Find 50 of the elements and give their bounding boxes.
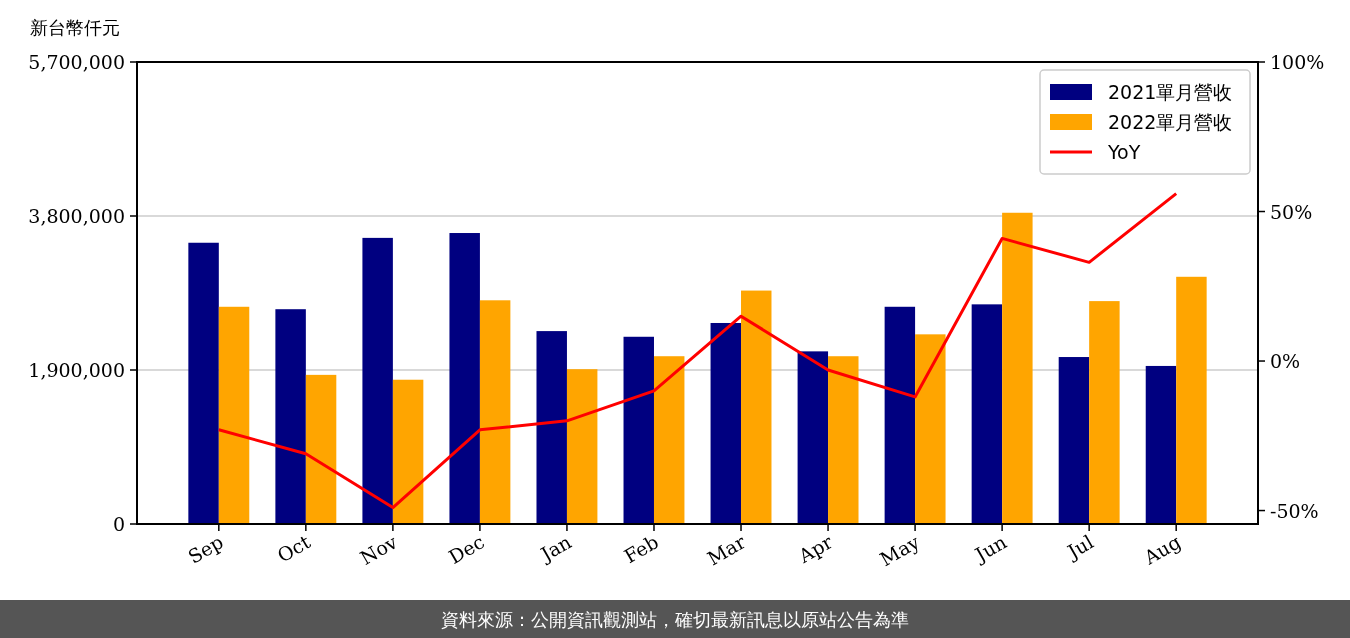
bar: [1058, 357, 1090, 524]
y2-tick-label: 50%: [1270, 200, 1313, 223]
source-note: 資料來源：公開資訊觀測站，確切最新訊息以原站公告為準: [441, 609, 909, 630]
legend-label: YoY: [1107, 141, 1141, 163]
bar: [449, 233, 480, 524]
x-tick-label: Jun: [969, 530, 1011, 567]
y-tick-label: 3,800,000: [28, 205, 125, 227]
bar: [218, 306, 250, 524]
y2-tick-label: -50%: [1270, 499, 1319, 522]
bar: [1089, 301, 1120, 524]
bar: [305, 374, 337, 524]
bar: [188, 242, 219, 524]
bar: [741, 290, 772, 524]
y-tick-label: 1,900,000: [28, 359, 125, 381]
bar: [828, 356, 859, 524]
bar: [362, 237, 393, 524]
bar: [915, 334, 946, 524]
bar: [1002, 212, 1033, 524]
y-tick-label: 0: [112, 513, 125, 535]
x-tick-label: Jan: [535, 530, 575, 567]
x-tick-label: Mar: [703, 529, 750, 570]
line-series: [217, 192, 1178, 510]
bar: [536, 331, 567, 524]
bar: [971, 304, 1003, 524]
x-tick-label: Sep: [184, 530, 227, 568]
x-tick-label: Nov: [356, 530, 402, 569]
bar: [623, 336, 654, 524]
y-tick-label: 5,700,000: [28, 51, 125, 73]
legend-label: 2021單月營收: [1108, 81, 1233, 103]
bar: [884, 306, 916, 524]
bar: [479, 300, 511, 524]
x-tick-label: Feb: [620, 530, 662, 568]
y2-tick-label: 100%: [1270, 51, 1325, 73]
x-tick-label: Apr: [793, 529, 837, 568]
x-tick-label: Jul: [1061, 530, 1098, 564]
bar: [275, 309, 306, 524]
x-tick-label: May: [876, 530, 924, 571]
bar: [797, 351, 829, 524]
x-tick-label: Dec: [444, 530, 488, 569]
bar: [1145, 365, 1177, 524]
x-tick-label: Aug: [1139, 530, 1185, 570]
y-axis-title: 新台幣仟元: [30, 17, 120, 38]
bar: [392, 379, 424, 524]
bar: [1176, 276, 1207, 524]
y2-tick-label: 0%: [1270, 350, 1301, 373]
bar: [710, 322, 742, 524]
x-tick-label: Oct: [273, 530, 315, 567]
bar: [566, 369, 598, 524]
legend-label: 2022單月營收: [1108, 111, 1233, 133]
bar: [653, 356, 685, 524]
